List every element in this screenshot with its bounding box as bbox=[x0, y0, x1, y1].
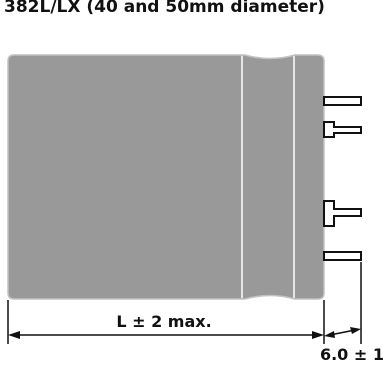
capacitor-body bbox=[7, 54, 325, 300]
terminal-pins bbox=[323, 96, 362, 261]
length-dimension-label: L ± 2 max. bbox=[116, 312, 211, 331]
arrowheads bbox=[8, 327, 361, 339]
terminal-pin-3 bbox=[323, 200, 362, 227]
capacitor-can bbox=[7, 54, 325, 300]
arrowhead-left bbox=[8, 331, 20, 339]
terminal-dimension-label: 6.0 ± 1 bbox=[320, 345, 384, 364]
arrowhead-pin-right bbox=[350, 327, 361, 334]
arrowhead-pin-left bbox=[324, 331, 335, 338]
terminal-pin-1 bbox=[323, 96, 362, 106]
arrowhead-right bbox=[312, 331, 324, 339]
terminal-pin-4 bbox=[323, 251, 362, 261]
terminal-pin-2 bbox=[323, 121, 362, 138]
diagram-title: 382L/LX (40 and 50mm diameter) bbox=[4, 0, 325, 17]
